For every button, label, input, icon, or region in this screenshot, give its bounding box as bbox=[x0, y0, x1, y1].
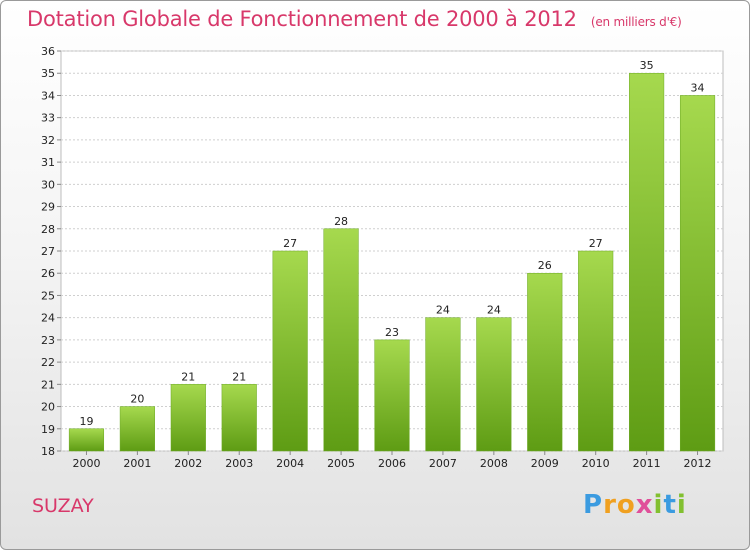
y-tick-label: 30 bbox=[41, 178, 55, 191]
y-tick-label: 34 bbox=[41, 89, 55, 102]
x-tick-label: 2004 bbox=[276, 457, 304, 470]
bar bbox=[374, 339, 410, 452]
value-label: 34 bbox=[691, 81, 705, 94]
bar bbox=[578, 250, 614, 452]
value-label: 21 bbox=[181, 370, 195, 383]
bar bbox=[272, 250, 308, 452]
bar bbox=[629, 72, 665, 452]
bar bbox=[679, 95, 716, 452]
y-tick-label: 33 bbox=[41, 112, 55, 125]
y-tick-label: 23 bbox=[41, 334, 55, 347]
bar bbox=[476, 317, 512, 452]
chart-subtitle: (en milliers d'€) bbox=[590, 15, 682, 29]
value-label: 35 bbox=[640, 59, 654, 72]
y-tick-label: 31 bbox=[41, 156, 55, 169]
y-tick-label: 19 bbox=[41, 423, 55, 436]
y-tick-label: 36 bbox=[41, 45, 55, 58]
value-label: 19 bbox=[79, 415, 93, 428]
x-tick-label: 2006 bbox=[378, 457, 406, 470]
value-label: 23 bbox=[385, 326, 399, 339]
y-tick-label: 27 bbox=[41, 245, 55, 258]
y-tick-label: 26 bbox=[41, 267, 55, 280]
y-tick-label: 20 bbox=[41, 401, 55, 414]
bar bbox=[221, 384, 257, 452]
x-axis: 2000 2001 2002 2003 2004 2005 2006 2007 2008 2009… bbox=[72, 451, 712, 470]
y-tick-label: 22 bbox=[41, 356, 55, 369]
value-label: 21 bbox=[232, 370, 246, 383]
x-tick-label: 2003 bbox=[225, 457, 253, 470]
y-tick-label: 25 bbox=[41, 289, 55, 302]
bar bbox=[323, 228, 359, 452]
value-label: 27 bbox=[589, 237, 603, 250]
bar bbox=[170, 384, 206, 452]
x-tick-label: 2009 bbox=[531, 457, 559, 470]
x-tick-label: 2001 bbox=[123, 457, 151, 470]
x-tick-label: 2010 bbox=[582, 457, 610, 470]
chart-title-text: Dotation Globale de Fonctionnement de 20… bbox=[27, 7, 577, 31]
value-label: 20 bbox=[130, 393, 144, 406]
chart-title: Dotation Globale de Fonctionnement de 20… bbox=[27, 7, 682, 31]
y-tick-label: 35 bbox=[41, 67, 55, 80]
x-tick-label: 2007 bbox=[429, 457, 457, 470]
value-label: 24 bbox=[487, 304, 501, 317]
value-label: 26 bbox=[538, 259, 552, 272]
y-tick-label: 28 bbox=[41, 223, 55, 236]
y-tick-label: 32 bbox=[41, 134, 55, 147]
y-axis: 18 19 20 21 22 23 24 25 26 27 28 29 30 31 32 33 34 35 36 bbox=[41, 45, 61, 458]
x-tick-label: 2008 bbox=[480, 457, 508, 470]
y-tick-label: 24 bbox=[41, 312, 55, 325]
bar bbox=[68, 428, 105, 452]
value-label: 27 bbox=[283, 237, 297, 250]
x-tick-label: 2002 bbox=[174, 457, 202, 470]
value-label: 24 bbox=[436, 304, 450, 317]
bar bbox=[425, 317, 461, 452]
x-tick-label: 2011 bbox=[633, 457, 661, 470]
x-tick-label: 2005 bbox=[327, 457, 355, 470]
value-label: 28 bbox=[334, 215, 348, 228]
bars: 19 20 21 21 27 28 23 24 24 26 27 35 34 bbox=[68, 59, 716, 452]
proxiti-logo[interactable]: Proxiti bbox=[583, 490, 687, 520]
x-tick-label: 2012 bbox=[684, 457, 712, 470]
y-tick-label: 29 bbox=[41, 201, 55, 214]
x-tick-label: 2000 bbox=[72, 457, 100, 470]
y-tick-label: 18 bbox=[41, 445, 55, 458]
bar bbox=[119, 406, 155, 452]
commune-name: SUZAY bbox=[32, 495, 94, 517]
y-tick-label: 21 bbox=[41, 378, 55, 391]
bar bbox=[527, 272, 563, 452]
